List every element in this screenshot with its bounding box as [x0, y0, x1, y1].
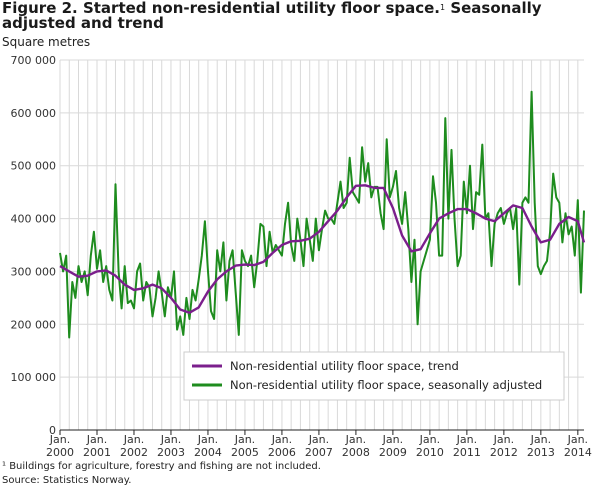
footnote: ¹ Buildings for agriculture, forestry an… — [2, 461, 321, 472]
y-tick-label: 400 000 — [11, 213, 57, 226]
x-tick-label-year: 2011 — [453, 446, 481, 459]
x-tick-label-month: Jan. — [493, 433, 514, 446]
x-tick-label-year: 2014 — [564, 446, 592, 459]
x-tick-label-month: Jan. — [160, 433, 181, 446]
series-lines — [59, 90, 586, 339]
trend-series-line — [59, 184, 586, 314]
x-tick-label-month: Jan. — [456, 433, 477, 446]
y-tick-label: 0 — [49, 424, 56, 437]
x-tick-label-month: Jan. — [271, 433, 292, 446]
x-tick-label-month: Jan. — [308, 433, 329, 446]
x-tick-label-year: 2012 — [490, 446, 518, 459]
x-tick-label-year: 2009 — [379, 446, 407, 459]
x-tick-label-year: 2003 — [157, 446, 185, 459]
legend-box — [183, 351, 565, 401]
seasonally-adjusted-series-line — [59, 90, 585, 339]
chart-title: Figure 2. Started non-residential utilit… — [2, 1, 608, 31]
y-axis-tick-labels: 0 100 000 200 000 300 000 400 000 500 000 600 … — [11, 54, 57, 437]
x-tick-label-month: Jan. — [345, 433, 366, 446]
x-tick-label-year: 2004 — [194, 446, 222, 459]
x-tick-label-month: Jan. — [49, 433, 70, 446]
x-axis-tick-labels: Jan.2000Jan.2001Jan.2002Jan.2003Jan.2004… — [46, 430, 592, 459]
y-axis-unit-label: Square metres — [2, 35, 91, 49]
legend: Non-residential utility floor space, tre… — [183, 351, 565, 401]
x-tick-label-year: 2013 — [527, 446, 555, 459]
title-footnote-marker: 1 — [440, 3, 446, 12]
x-tick-label-year: 2007 — [305, 446, 333, 459]
x-tick-label-year: 2006 — [268, 446, 296, 459]
x-tick-label-month: Jan. — [123, 433, 144, 446]
y-tick-label: 100 000 — [11, 371, 57, 384]
x-tick-label-month: Jan. — [234, 433, 255, 446]
x-tick-label-month: Jan. — [197, 433, 218, 446]
x-tick-label-year: 2010 — [416, 446, 444, 459]
y-tick-label: 500 000 — [11, 160, 57, 173]
y-tick-label: 200 000 — [11, 318, 57, 331]
x-tick-label-year: 2005 — [231, 446, 259, 459]
x-tick-label-month: Jan. — [86, 433, 107, 446]
x-tick-label-month: Jan. — [419, 433, 440, 446]
legend-entry-label: Non-residential utility floor space, sea… — [230, 378, 542, 392]
y-tick-label: 300 000 — [11, 265, 57, 278]
x-tick-label-year: 2001 — [83, 446, 111, 459]
y-tick-label: 600 000 — [11, 107, 57, 120]
source-note: Source: Statistics Norway. — [2, 475, 132, 486]
x-tick-label-year: 2002 — [120, 446, 148, 459]
chart-title-continued: Seasonally adjusted and trend — [2, 0, 542, 32]
x-tick-label-year: 2000 — [46, 446, 74, 459]
legend-entry-label: Non-residential utility floor space, tre… — [230, 359, 459, 373]
x-tick-label-month: Jan. — [530, 433, 551, 446]
x-tick-label-year: 2008 — [342, 446, 370, 459]
y-tick-label: 700 000 — [11, 54, 57, 67]
x-tick-label-month: Jan. — [382, 433, 403, 446]
x-tick-label-month: Jan. — [567, 433, 588, 446]
chart-title-text: Figure 2. Started non-residential utilit… — [2, 0, 441, 17]
